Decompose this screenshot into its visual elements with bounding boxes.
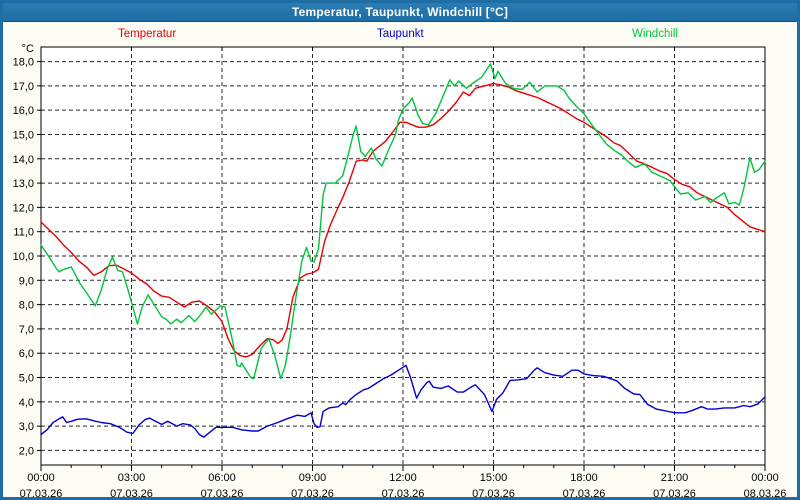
- legend-temperatur: Temperatur: [118, 28, 177, 40]
- y-tick-label: 7,0: [19, 324, 34, 336]
- x-tick-date-label: 07.03.26: [653, 488, 696, 500]
- y-tick-label: 2,0: [19, 445, 34, 457]
- line-chart-canvas: 18,0 17,0 16,0 15,0 14,0 13,0 12,0 11,0 10,0 9,0 8…: [13, 43, 787, 500]
- y-tick-label: 4,0: [19, 397, 34, 409]
- x-tick-date-label: 07.03.26: [201, 488, 244, 500]
- y-tick-label: 17,0: [13, 81, 34, 93]
- legend-windchill: Windchill: [632, 28, 679, 40]
- x-tick-time-label: 03:00: [118, 472, 146, 484]
- y-tick-label: 11,0: [13, 227, 34, 239]
- y-tick-label: 10,0: [13, 251, 34, 263]
- y-tick-label: 6,0: [19, 348, 34, 360]
- y-tick-label: 8,0: [19, 300, 34, 312]
- series-line-taupunkt: [40, 364, 766, 438]
- y-tick-label: 13,0: [13, 178, 34, 190]
- x-tick-date-label: 07.03.26: [20, 488, 63, 500]
- y-axis-unit-label: °C: [22, 43, 34, 55]
- x-tick-time-label: 09:00: [299, 472, 327, 484]
- window-titlebar: Temperatur, Taupunkt, Windchill [°C]: [3, 3, 797, 22]
- x-tick-time-label: 15:00: [480, 472, 508, 484]
- series-line-temperatur: [40, 82, 766, 358]
- x-tick-date-label: 08.03.26: [744, 488, 787, 500]
- chart-area: 18,0 17,0 16,0 15,0 14,0 13,0 12,0 11,0 10,0 9,0 8…: [6, 24, 794, 497]
- x-tick-time-label: 00:00: [751, 472, 779, 484]
- window-title: Temperatur, Taupunkt, Windchill [°C]: [291, 5, 509, 19]
- x-tick-time-label: 06:00: [208, 472, 236, 484]
- legend-taupunkt: Taupunkt: [377, 28, 424, 40]
- x-tick-date-label: 07.03.26: [472, 488, 515, 500]
- x-tick-date-label: 07.03.26: [563, 488, 606, 500]
- y-tick-label: 5,0: [19, 373, 34, 385]
- x-tick-time-label: 21:00: [661, 472, 689, 484]
- x-tick-date-label: 07.03.26: [382, 488, 425, 500]
- y-tick-label: 18,0: [13, 57, 34, 69]
- x-tick-time-label: 00:00: [27, 472, 55, 484]
- y-tick-label: 3,0: [19, 421, 34, 433]
- y-tick-label: 14,0: [13, 154, 34, 166]
- x-tick-date-label: 07.03.26: [110, 488, 153, 500]
- x-tick-date-label: 07.03.26: [291, 488, 334, 500]
- x-tick-time-label: 12:00: [389, 472, 417, 484]
- y-tick-label: 15,0: [13, 129, 34, 141]
- series-line-windchill: [40, 63, 766, 380]
- plot-border: [40, 46, 766, 466]
- y-tick-label: 12,0: [13, 202, 34, 214]
- y-tick-label: 16,0: [13, 105, 34, 117]
- x-tick-time-label: 18:00: [570, 472, 598, 484]
- y-tick-label: 9,0: [19, 275, 34, 287]
